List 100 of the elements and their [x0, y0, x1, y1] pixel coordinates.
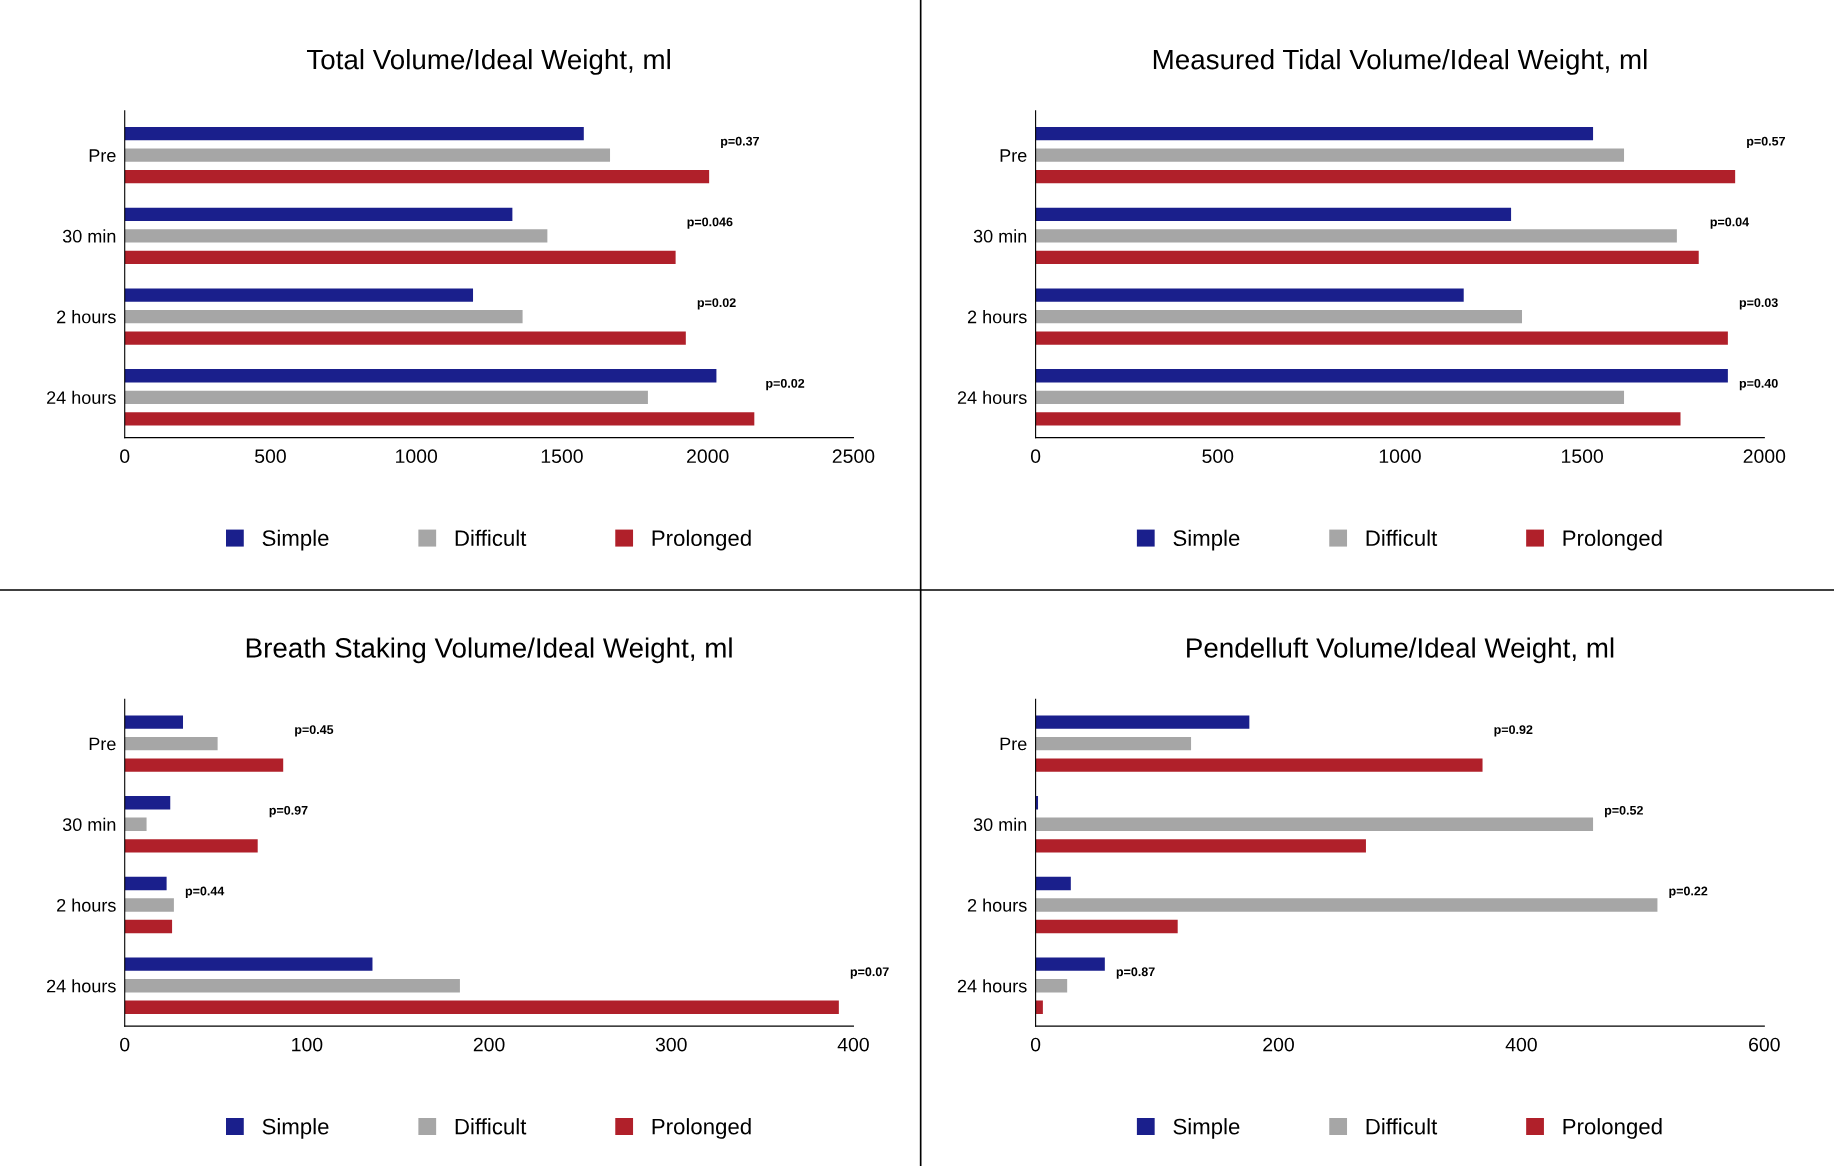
- bar: [124, 250, 676, 265]
- y-tick-label: Pre: [89, 737, 116, 751]
- x-tick-label: 2500: [832, 449, 875, 464]
- y-tick-label: 2 hours: [57, 898, 116, 912]
- bar: [124, 170, 710, 184]
- annotation: p=0.02: [766, 378, 805, 391]
- bar: [124, 369, 717, 383]
- y-tick-label: 30 min: [973, 229, 1027, 243]
- bar: [1035, 412, 1681, 426]
- bar: [1035, 207, 1512, 222]
- x-tick-label: 2000: [1743, 449, 1786, 464]
- bar: [1035, 288, 1464, 302]
- x-tick-label: 1000: [1379, 449, 1421, 464]
- annotation: p=0.37: [721, 136, 759, 149]
- annotation: p=0.92: [1494, 725, 1533, 737]
- bar: [124, 148, 611, 162]
- bar: [124, 207, 513, 222]
- bar: [124, 758, 284, 772]
- annotation: p=0.87: [1116, 967, 1155, 979]
- annotation: p=0.40: [1739, 378, 1778, 391]
- bar: [1035, 309, 1523, 324]
- bar: [1035, 715, 1250, 729]
- x-tick-label: 600: [1749, 1037, 1780, 1052]
- bar: [1035, 839, 1366, 853]
- y-tick-label: 2 hours: [967, 898, 1027, 912]
- bar: [1035, 148, 1625, 162]
- bar: [1035, 758, 1483, 772]
- bar: [1035, 250, 1699, 265]
- bar: [124, 309, 523, 324]
- bar: [1035, 331, 1728, 345]
- annotation: p=0.22: [1669, 886, 1708, 898]
- y-tick-label: Pre: [1000, 149, 1027, 162]
- chart-title: Measured Tidal Volume/Ideal Weight, ml: [1153, 48, 1647, 75]
- bar: [1035, 390, 1625, 404]
- y-tick-label: 30 min: [973, 817, 1027, 832]
- y-tick-label: 30 min: [62, 229, 116, 243]
- x-tick-label: 300: [655, 1037, 687, 1052]
- bar: [124, 331, 686, 345]
- legend-label: Difficult: [455, 529, 527, 547]
- bar: [124, 1000, 839, 1014]
- chart-title: Pendelluft Volume/Ideal Weight, ml: [1187, 637, 1614, 664]
- annotation: p=0.97: [269, 805, 308, 818]
- bar: [1035, 898, 1658, 912]
- legend-label: Prolonged: [652, 1118, 751, 1139]
- bar: [124, 412, 755, 426]
- x-tick-label: 100: [292, 1037, 323, 1052]
- bar: [124, 957, 373, 971]
- chart-title: Total Volume/Ideal Weight, ml: [306, 48, 670, 75]
- x-tick-label: 500: [1202, 449, 1234, 464]
- x-tick-label: 0: [120, 449, 130, 464]
- x-tick-label: 500: [255, 449, 286, 464]
- x-tick-label: 0: [120, 1037, 130, 1052]
- x-tick-label: 1000: [396, 449, 438, 464]
- x-tick-label: 2000: [687, 449, 729, 464]
- x-tick-label: 200: [473, 1037, 505, 1052]
- bar: [1035, 876, 1071, 891]
- bar: [1035, 126, 1594, 141]
- annotation: p=0.046: [687, 217, 733, 229]
- bar: [1035, 369, 1728, 383]
- legend-label: Simple: [262, 529, 329, 551]
- bar: [124, 898, 174, 912]
- legend-label: Difficult: [1366, 529, 1438, 547]
- y-tick-label: 2 hours: [967, 310, 1027, 324]
- x-tick-label: 400: [1505, 1037, 1537, 1052]
- annotation: p=0.44: [185, 886, 225, 898]
- y-tick-label: 24 hours: [957, 979, 1027, 993]
- y-tick-label: 24 hours: [957, 390, 1027, 405]
- annotation: p=0.45: [295, 725, 334, 737]
- x-tick-label: 400: [837, 1037, 869, 1052]
- bar: [124, 390, 648, 404]
- bar: [124, 979, 460, 993]
- bar: [124, 288, 474, 302]
- bar: [1035, 817, 1594, 831]
- annotation: p=0.57: [1747, 136, 1785, 149]
- bar: [124, 817, 147, 831]
- bar: [1035, 1000, 1043, 1014]
- bar: [124, 919, 173, 934]
- legend-label: Prolonged: [652, 529, 751, 551]
- x-tick-label: 1500: [541, 449, 583, 464]
- bar: [124, 736, 218, 751]
- y-tick-label: 30 min: [62, 817, 116, 832]
- bar: [124, 229, 548, 243]
- y-tick-label: 24 hours: [47, 390, 116, 405]
- y-tick-label: 24 hours: [47, 979, 116, 993]
- chart-title: Breath Staking Volume/Ideal Weight, ml: [246, 637, 732, 664]
- bar: [1035, 229, 1677, 243]
- bar: [124, 876, 167, 891]
- bar: [1035, 919, 1178, 934]
- bar: [124, 126, 584, 141]
- legend-label: Simple: [1173, 529, 1240, 551]
- bar: [1035, 736, 1192, 751]
- x-tick-label: 1500: [1561, 449, 1603, 464]
- x-tick-label: 0: [1030, 1037, 1041, 1052]
- legend-label: Simple: [262, 1118, 329, 1139]
- bar: [1035, 170, 1736, 184]
- x-tick-label: 200: [1263, 1037, 1294, 1052]
- legend-label: Difficult: [1366, 1118, 1438, 1135]
- annotation: p=0.07: [850, 967, 889, 979]
- legend-label: Simple: [1173, 1118, 1240, 1139]
- annotation: p=0.03: [1739, 298, 1778, 310]
